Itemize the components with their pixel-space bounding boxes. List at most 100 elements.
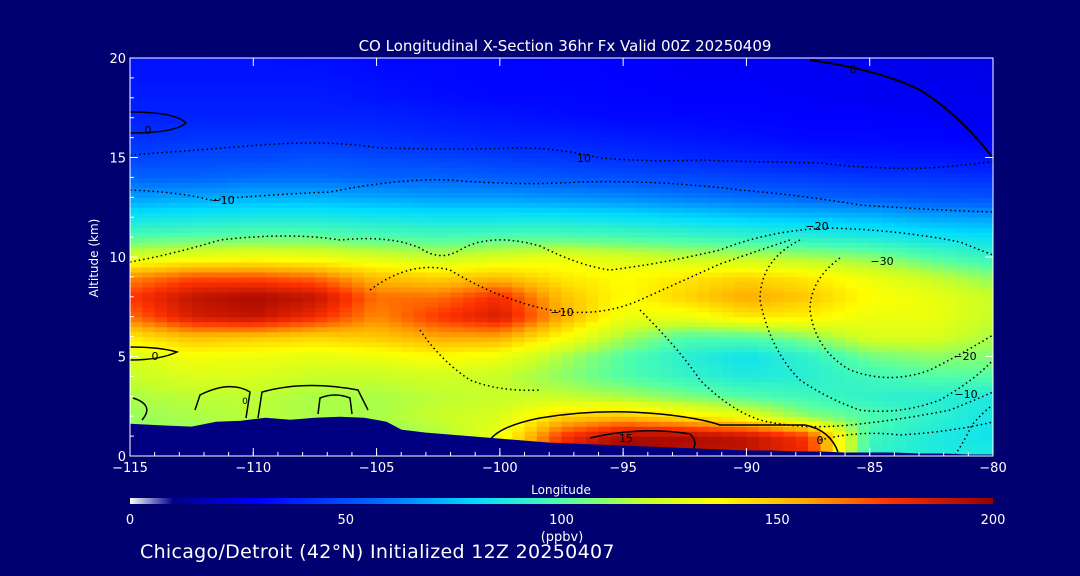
heat-cell [302, 97, 316, 104]
heat-cell [265, 197, 279, 203]
heat-cell [401, 147, 415, 154]
heat-cell [351, 207, 365, 213]
heat-cell [364, 331, 378, 338]
heat-cell [130, 157, 143, 164]
heat-cell [734, 142, 748, 149]
heat-cell [425, 257, 439, 263]
heat-cell [462, 107, 476, 114]
heat-cell [623, 122, 637, 129]
heat-cell [943, 217, 957, 223]
heat-cell [154, 102, 168, 109]
heat-cell [771, 311, 785, 318]
heat-cell [462, 117, 476, 124]
heat-cell [154, 261, 168, 268]
heat-cell [869, 137, 883, 144]
heat-cell [154, 192, 168, 198]
heat-cell [314, 336, 328, 343]
heat-cell [265, 371, 279, 377]
heat-cell [672, 261, 686, 268]
heat-cell [734, 217, 748, 223]
heat-cell [253, 311, 267, 318]
heat-cell [968, 446, 982, 452]
heat-cell [943, 197, 957, 203]
heat-cell [191, 217, 205, 223]
heat-cell [462, 311, 476, 318]
heat-cell [795, 331, 809, 338]
heat-cell [647, 107, 661, 114]
heat-cell [573, 102, 587, 109]
heat-cell [425, 421, 439, 427]
heat-cell [154, 257, 168, 263]
heat-cell [672, 122, 686, 129]
heat-cell [882, 436, 895, 442]
heat-cell [758, 426, 772, 432]
heat-cell [882, 177, 895, 183]
heat-cell [956, 421, 969, 427]
heat-cell [438, 411, 452, 417]
heat-cell [327, 112, 341, 119]
heat-cell [277, 371, 291, 377]
heat-cell [697, 142, 711, 149]
heat-cell [536, 142, 550, 149]
heat-cell [179, 311, 193, 318]
heat-cell [314, 242, 328, 248]
heat-cell [302, 381, 316, 387]
heat-cell [277, 386, 291, 392]
heat-cell [968, 371, 982, 377]
heat-cell [265, 182, 279, 188]
heat-cell [438, 222, 452, 228]
heat-cell [610, 376, 624, 382]
heat-cell [771, 187, 785, 193]
heat-cell [438, 401, 452, 407]
heat-cell [240, 391, 254, 397]
heat-cell [154, 147, 168, 154]
heat-cell [290, 336, 304, 343]
heat-cell [130, 247, 143, 253]
heat-cell [314, 286, 328, 293]
heat-cell [919, 306, 932, 313]
heat-cell [586, 222, 600, 228]
heat-cell [721, 177, 735, 183]
heat-cell [758, 222, 772, 228]
heat-cell [771, 266, 785, 273]
heat-cell [746, 227, 760, 233]
heat-cell [721, 421, 735, 427]
heat-cell [647, 321, 661, 328]
heat-cell [672, 426, 686, 432]
heat-cell [684, 436, 698, 442]
heat-cell [919, 331, 932, 338]
heat-cell [647, 122, 661, 129]
heat-cell [351, 391, 365, 397]
heat-cell [746, 102, 760, 109]
heat-cell [142, 187, 156, 193]
heat-cell [351, 142, 365, 149]
heat-cell [179, 242, 193, 248]
heat-cell [475, 227, 489, 233]
heat-cell [376, 371, 390, 377]
heat-cell [487, 122, 501, 129]
heat-cell [450, 391, 464, 397]
heat-cell [240, 197, 254, 203]
heat-cell [401, 361, 415, 368]
heat-cell [919, 261, 932, 268]
heat-cell [462, 341, 476, 348]
heat-cell [869, 242, 883, 248]
heat-cell [512, 102, 526, 109]
heat-cell [820, 207, 834, 213]
heat-cell [783, 112, 797, 119]
heat-cell [401, 406, 415, 412]
heat-cell [228, 311, 242, 318]
heat-cell [376, 311, 390, 318]
heat-cell [290, 311, 304, 318]
heat-cell [684, 326, 698, 333]
heat-cell [783, 242, 797, 248]
heat-cell [130, 242, 143, 248]
heat-cell [203, 356, 217, 363]
heat-cell [771, 346, 785, 353]
heat-cell [364, 391, 378, 397]
heat-cell [660, 401, 674, 407]
heat-cell [462, 192, 476, 198]
heat-cell [857, 172, 871, 179]
heat-cell [980, 212, 993, 218]
heat-cell [512, 401, 526, 407]
